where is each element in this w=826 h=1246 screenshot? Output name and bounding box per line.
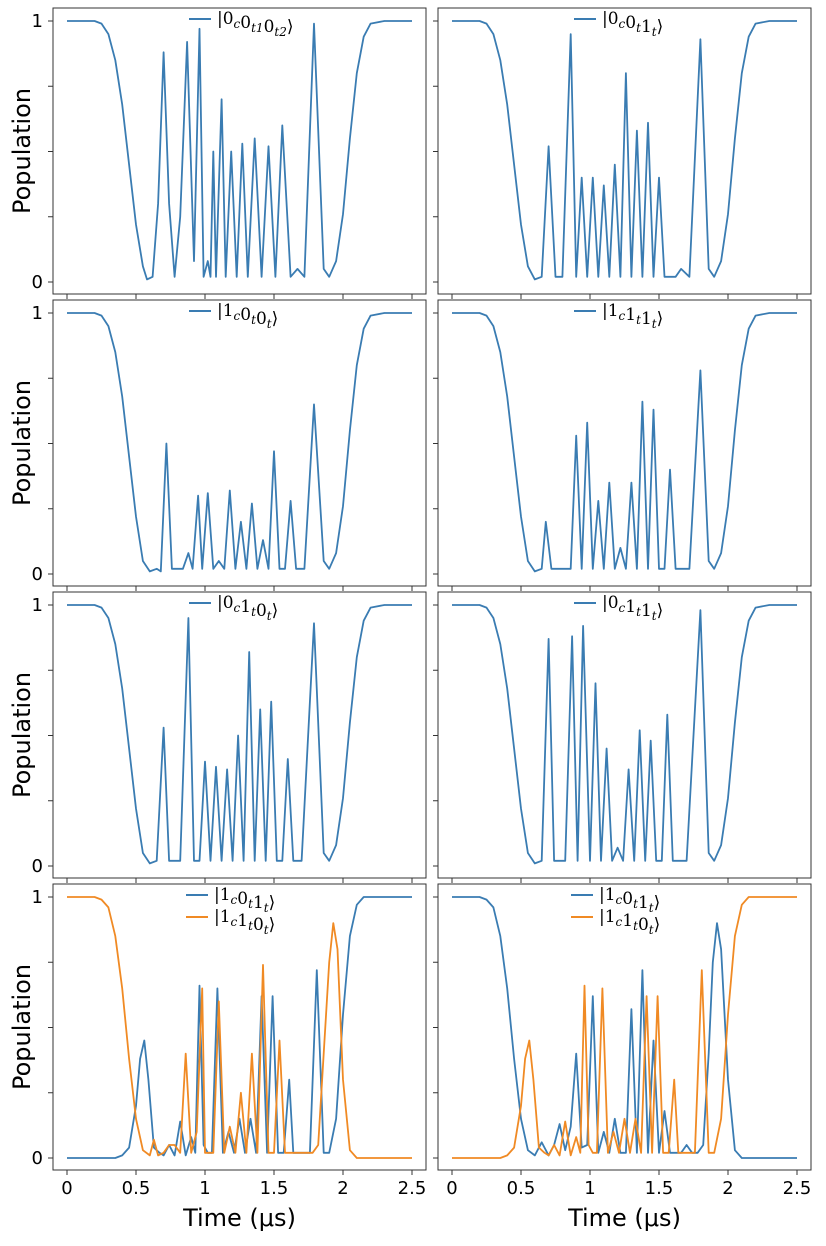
axes-frame — [437, 299, 812, 587]
x-tick-label: 1.5 — [645, 1178, 674, 1199]
y-axis-label: Population — [8, 964, 36, 1090]
series-line-2 — [67, 896, 412, 1159]
panel-r1-c1: |1c1t1t⟩ — [433, 299, 812, 591]
legend-label: |0c0t10t2⟩ — [217, 9, 294, 39]
x-tick-label: 0 — [446, 1178, 457, 1199]
legend-label: |0c1t1t⟩ — [602, 593, 663, 623]
panel-r3-c1: 0 0.5 1 1.5 2 2.5 Time (μs) |1c0t1t⟩|1c1t0t⟩ — [433, 883, 812, 1232]
series-line-1 — [452, 312, 797, 573]
series-line-1 — [67, 604, 412, 865]
x-tick-label: 0.5 — [122, 1178, 151, 1199]
x-tick-label: 2 — [337, 1178, 348, 1199]
panel-r0-c0: 0 1 Population |0c0t10t2⟩ — [8, 7, 427, 299]
x-tick-label: 2 — [722, 1178, 733, 1199]
y-axis-label: Population — [8, 88, 36, 214]
y-tick-label: 0 — [32, 272, 43, 293]
legend-label: |1c1t1t⟩ — [602, 301, 663, 331]
y-tick-label: 0 — [32, 1148, 43, 1169]
series-line-1 — [67, 312, 412, 573]
y-tick-label: 1 — [32, 887, 43, 908]
x-tick-label: 2.5 — [783, 1178, 812, 1199]
axes-frame — [52, 299, 427, 587]
legend-label: |1c0t1t⟩ — [214, 885, 275, 915]
y-tick-label: 1 — [32, 11, 43, 32]
x-axis-label: Time (μs) — [567, 1204, 681, 1232]
panel-r2-c0: 0 1 Population |0c1t0t⟩ — [8, 591, 427, 883]
y-tick-label: 1 — [32, 595, 43, 616]
legend-label: |0c1t0t⟩ — [217, 593, 278, 623]
legend-label: |1c0t0t⟩ — [217, 301, 278, 331]
panel-r1-c0: 0 1 Population |1c0t0t⟩ — [8, 299, 427, 591]
axes-frame — [52, 591, 427, 879]
series-line-2 — [452, 896, 797, 1159]
panel-r0-c1: |0c0t1t⟩ — [433, 7, 812, 299]
y-tick-label: 0 — [32, 564, 43, 585]
legend-label: |1c1t0t⟩ — [214, 907, 275, 937]
x-tick-label: 1 — [584, 1178, 595, 1199]
x-tick-label: 1 — [199, 1178, 210, 1199]
x-tick-label: 0 — [61, 1178, 72, 1199]
y-axis-label: Population — [8, 672, 36, 798]
legend-label: |1c1t0t⟩ — [599, 907, 660, 937]
panel-r3-c0: 0 1 Population 0 0.5 1 1.5 2 2.5 Time (μs) |1c0t1t… — [8, 883, 427, 1232]
y-axis-label: Population — [8, 380, 36, 506]
legend-label: |1c0t1t⟩ — [599, 885, 660, 915]
series-line-1 — [452, 20, 797, 281]
series-line-1 — [452, 604, 797, 865]
axes-frame — [52, 7, 427, 295]
legend-label: |0c0t1t⟩ — [602, 9, 663, 39]
x-axis-label: Time (μs) — [182, 1204, 296, 1232]
series-line-1 — [452, 896, 797, 1159]
panel-r2-c1: |0c1t1t⟩ — [433, 591, 812, 883]
y-tick-label: 1 — [32, 303, 43, 324]
series-line-1 — [67, 896, 412, 1159]
x-tick-label: 2.5 — [398, 1178, 427, 1199]
series-line-1 — [67, 20, 412, 281]
y-tick-label: 0 — [32, 856, 43, 877]
x-tick-label: 0.5 — [507, 1178, 536, 1199]
x-tick-label: 1.5 — [260, 1178, 289, 1199]
